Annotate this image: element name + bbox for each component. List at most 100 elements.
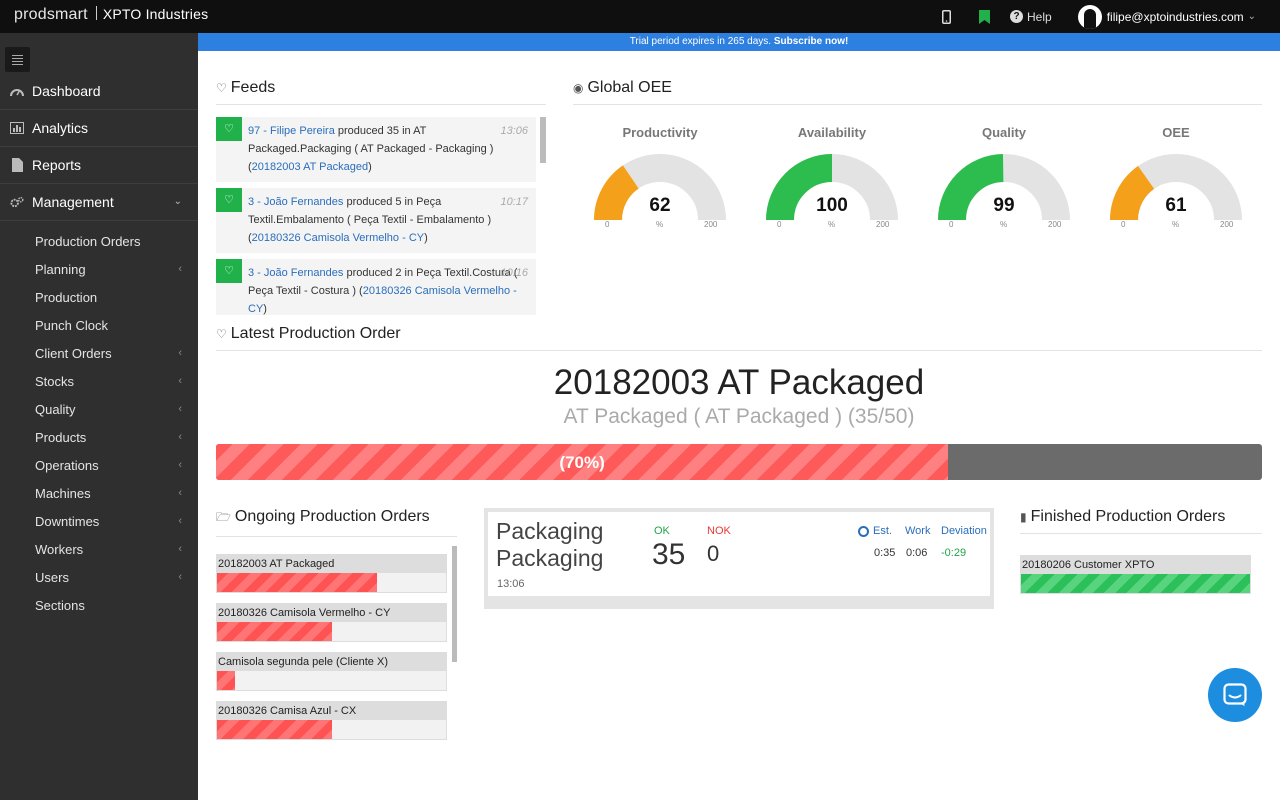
deviation-label: Deviation [941,525,987,537]
subscribe-link[interactable]: Subscribe now! [773,36,849,47]
feeds-header: ♡ Feeds [216,79,546,105]
gauge-min: 0 [1121,220,1126,229]
sidebar-item-client-orders[interactable]: Client Orders ‹ [0,339,198,367]
sidebar-item-stocks[interactable]: Stocks ‹ [0,367,198,395]
latest-po-subtitle: AT Packaged ( AT Packaged ) (35/50) [563,405,915,428]
gauge-value: 99 [993,195,1015,216]
gauge-dial [938,154,1070,221]
sidebar-item-label: Sections [35,597,85,613]
gauge-unit: % [1172,220,1180,229]
feed-text: produced 2 in Peça Textil.Costura ( Peça… [248,267,518,297]
ongoing-order[interactable]: Camisola segunda pele (Cliente X) [216,652,447,691]
ongoing-order[interactable]: 20182003 AT Packaged [216,554,447,593]
feed-time: 13:06 [500,125,528,137]
finished-order[interactable]: 20180206 Customer XPTO [1020,555,1251,594]
bell-icon: ♡ [216,327,227,341]
brand-divider [95,6,97,20]
brand-logo[interactable]: prodsmart XPTO Industries [14,6,208,24]
gauge-label: OEE [1162,125,1190,140]
feed-item: ♡ 10:16 3 - João Fernandes produced 2 in… [216,259,536,315]
gauge-min: 0 [605,220,610,229]
sidebar-item-dashboard[interactable]: Dashboard [0,73,198,110]
gauge-dial [594,154,726,221]
sidebar-item-downtimes[interactable]: Downtimes ‹ [0,507,198,535]
bar-chart-icon [10,121,24,135]
sidebar-item-label: Users [35,569,69,585]
ok-value: 35 [652,538,686,571]
feed-actor-link[interactable]: 3 - João Fernandes [248,196,344,208]
sidebar-item-punch-clock[interactable]: Punch Clock [0,311,198,339]
feed-order-link[interactable]: 20180326 Camisola Vermelho - CY [248,285,517,315]
sidebar-item-reports[interactable]: Reports [0,147,198,184]
user-menu[interactable]: filipe@xptoindustries.com ⌄ [1077,4,1256,29]
gauge-productivity: Productivity 62 0 % 200 [580,125,740,235]
order-progress-bar [217,622,332,641]
menu-toggle-icon[interactable] [5,47,30,72]
sidebar-item-label: Dashboard [32,83,101,99]
operation-name-line1: Packaging [496,518,604,544]
estimated-value: 0:35 [874,547,896,559]
progress-label: (70%) [559,453,605,472]
trial-message: Trial period expires in 265 days. [629,36,772,47]
chevron-left-icon: ‹ [178,403,182,415]
ongoing-list[interactable]: 20182003 AT Packaged 20180326 Camisola V… [216,554,452,740]
company-name: XPTO Industries [102,6,209,22]
feed-order-link[interactable]: 20180326 Camisola Vermelho - CY [251,232,425,244]
gauge-arc [594,165,640,221]
progress-fill [216,444,949,480]
order-name: 20182003 AT Packaged [216,554,447,573]
ongoing-order[interactable]: 20180326 Camisa Azul - CX [216,701,447,740]
ongoing-header: 🗁 Ongoing Production Orders [216,508,457,537]
sidebar-item-production[interactable]: Production [0,283,198,311]
sidebar-item-quality[interactable]: Quality ‹ [0,395,198,423]
bell-icon: ♡ [216,117,242,141]
help-link[interactable]: ? Help [1010,10,1052,24]
mobile-icon[interactable] [934,0,958,33]
sidebar-item-label: Stocks [35,373,75,389]
estimated-label-text: Est. [873,525,892,537]
gauge-availability: Availability 100 0 % 200 [752,125,912,235]
gauge-arc [938,154,1005,221]
ongoing-scrollbar[interactable] [452,546,457,662]
feeds-scrollbar[interactable] [540,117,546,163]
sidebar-item-label: Machines [35,485,91,501]
feed-actor-link[interactable]: 3 - João Fernandes [248,267,344,279]
gauge-label: Productivity [622,125,698,140]
feed-actor-link[interactable]: 97 - Filipe Pereira [248,125,335,137]
sidebar-item-management[interactable]: Management ⌄ [0,184,198,221]
sidebar: Dashboard Analytics Reports Management ⌄… [0,33,198,800]
feed-order-link[interactable]: 20182003 AT Packaged [251,161,369,173]
order-progress-bar [217,671,236,690]
sidebar-item-users[interactable]: Users ‹ [0,563,198,591]
sidebar-item-products[interactable]: Products ‹ [0,423,198,451]
gauge-unit: % [656,220,664,229]
sidebar-item-operations[interactable]: Operations ‹ [0,451,198,479]
gauge-min: 0 [777,220,782,229]
chevron-left-icon: ‹ [178,347,182,359]
sidebar-item-analytics[interactable]: Analytics [0,110,198,147]
sidebar-item-label: Production [35,289,98,305]
oee-header: ◉ Global OEE [573,79,1262,105]
gauge-label: Availability [797,125,867,140]
latest-po-order[interactable]: 20182003 AT Packaged [553,363,925,402]
order-name: 20180206 Customer XPTO [1020,555,1251,574]
help-label: Help [1027,9,1052,24]
bookmark-icon[interactable] [972,0,996,33]
help-icon: ? [1010,10,1024,23]
folder-icon: ▮ [1020,510,1027,524]
nok-value: 0 [707,541,720,566]
operation-card: Packaging Packaging 13:06 OK NOK 35 0 Es… [484,508,994,609]
ongoing-order[interactable]: 20180326 Camisola Vermelho - CY [216,603,447,642]
chat-launcher-button[interactable] [1208,668,1262,722]
operation-card-body: Packaging Packaging 13:06 OK NOK 35 0 Es… [488,512,990,596]
nok-label: NOK [707,525,731,537]
sidebar-item-label: Reports [32,157,82,173]
sidebar-item-production-orders[interactable]: Production Orders [0,227,198,255]
sidebar-item-machines[interactable]: Machines ‹ [0,479,198,507]
sidebar-item-workers[interactable]: Workers ‹ [0,535,198,563]
sidebar-item-label: Workers [35,541,84,557]
latest-po-header: ♡ Latest Production Order [216,325,1262,351]
sidebar-item-planning[interactable]: Planning ‹ [0,255,198,283]
feeds-list[interactable]: ♡ 13:06 97 - Filipe Pereira produced 35 … [216,117,546,315]
sidebar-item-sections[interactable]: Sections [0,591,198,619]
